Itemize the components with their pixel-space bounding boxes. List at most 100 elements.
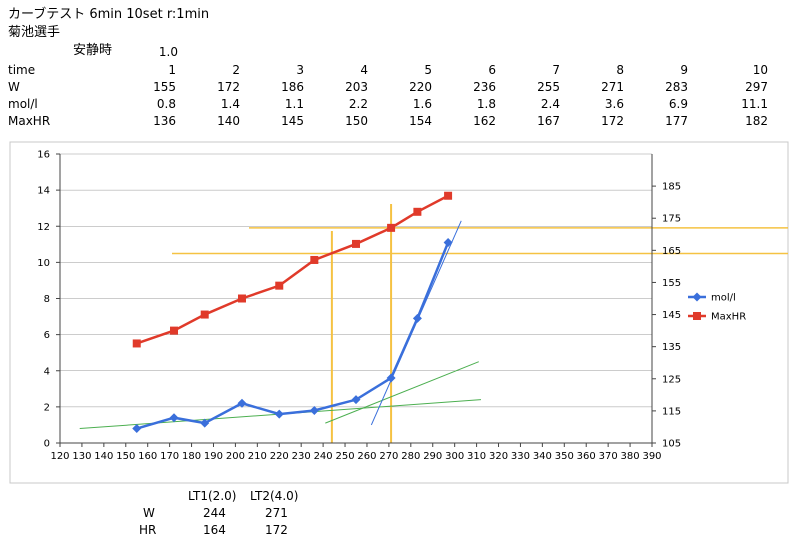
table-cell: 9 — [680, 63, 688, 77]
summary-cell: 164 — [203, 523, 226, 537]
table-cell: 172 — [217, 80, 240, 94]
data-point-mol — [274, 409, 284, 419]
tick-labels: 0 2 4 6 8 10 12 14 16 105 115 125 135 145 155 165 175 185… — [37, 150, 681, 463]
table-cell: 140 — [217, 114, 240, 128]
table-cell: 186 — [281, 80, 304, 94]
table-cell: 1.4 — [220, 97, 240, 111]
trend-line — [325, 361, 479, 424]
data-point-maxhr — [170, 326, 179, 335]
table-cell: 177 — [665, 114, 688, 128]
table-cell: 236 — [473, 80, 496, 94]
table-cell: 182 — [745, 114, 768, 128]
x-tick-label: 260 — [357, 451, 376, 462]
row-label: W — [8, 80, 20, 94]
x-tick-label: 130 — [72, 451, 91, 462]
y-tick-label: 8 — [44, 294, 50, 305]
table-cell: 0.8 — [156, 97, 176, 111]
x-tick-label: 310 — [467, 451, 486, 462]
y2-tick-label: 105 — [662, 439, 681, 450]
data-point-mol — [412, 313, 422, 323]
table-cell: 3 — [296, 63, 304, 77]
row-label: mol/l — [8, 97, 38, 111]
y2-tick-label: 165 — [662, 246, 681, 257]
table-cell: 4 — [360, 63, 368, 77]
table-cell: 155 — [153, 80, 176, 94]
chart-border — [9, 141, 789, 484]
gridlines — [56, 153, 656, 447]
table-cell: 6.9 — [668, 97, 688, 111]
x-tick-label: 180 — [182, 451, 201, 462]
x-tick-label: 140 — [94, 451, 113, 462]
data-point-mol — [200, 418, 210, 428]
data-point-maxhr — [200, 310, 209, 319]
table-cell: 1.6 — [412, 97, 432, 111]
data-series — [132, 191, 453, 434]
y2-tick-label: 115 — [662, 406, 681, 417]
y2-tick-label: 175 — [662, 214, 681, 225]
table-cell: 167 — [537, 114, 560, 128]
data-point-mol — [309, 405, 319, 415]
y2-tick-label: 155 — [662, 278, 681, 289]
x-tick-label: 360 — [577, 451, 596, 462]
table-cell: 1 — [168, 63, 176, 77]
data-point-maxhr — [237, 294, 246, 303]
table-cell: 145 — [281, 114, 304, 128]
table-cell: 11.1 — [741, 97, 768, 111]
summary-cell: 244 — [203, 506, 226, 520]
data-point-mol — [443, 238, 453, 248]
table-cell: 150 — [345, 114, 368, 128]
legend-marker — [693, 312, 701, 320]
x-tick-label: 210 — [248, 451, 267, 462]
legend-label: MaxHR — [711, 312, 746, 323]
x-tick-label: 150 — [116, 451, 135, 462]
rest-value: 1.0 — [158, 45, 178, 59]
axes — [59, 154, 653, 444]
data-point-mol — [132, 424, 142, 434]
table-cell: 255 — [537, 80, 560, 94]
table-cell: 2.4 — [540, 97, 560, 111]
data-point-mol — [237, 398, 247, 408]
y-tick-label: 6 — [44, 330, 50, 341]
x-tick-label: 330 — [511, 451, 530, 462]
legend: mol/l MaxHR — [688, 292, 746, 323]
y-tick-label: 14 — [37, 186, 50, 197]
y2-tick-label: 135 — [662, 342, 681, 353]
x-tick-label: 280 — [401, 451, 420, 462]
table-cell: 8 — [616, 63, 624, 77]
data-point-maxhr — [413, 207, 422, 216]
x-tick-label: 200 — [226, 451, 245, 462]
reference-lines — [172, 204, 788, 443]
y2-tick-label: 185 — [662, 182, 681, 193]
y2-tick-label: 125 — [662, 374, 681, 385]
table-cell: 172 — [601, 114, 624, 128]
data-point-maxhr — [132, 339, 141, 348]
y-tick-label: 12 — [37, 222, 50, 233]
series-line-maxhr — [136, 194, 449, 345]
summary-cell: 172 — [265, 523, 288, 537]
x-tick-label: 160 — [138, 451, 157, 462]
table-cell: 1.8 — [476, 97, 496, 111]
y-tick-label: 2 — [44, 402, 50, 413]
summary-cell: 271 — [265, 506, 288, 520]
x-tick-label: 370 — [599, 451, 618, 462]
x-tick-label: 390 — [642, 451, 661, 462]
data-point-mol — [351, 395, 361, 405]
data-point-maxhr — [387, 223, 396, 232]
y2-tick-label: 145 — [662, 310, 681, 321]
table-cell: 154 — [409, 114, 432, 128]
data-point-mol — [169, 413, 179, 423]
legend-label: mol/l — [711, 293, 736, 304]
y-tick-label: 10 — [37, 258, 50, 269]
table-cell: 203 — [345, 80, 368, 94]
table-cell: 5 — [424, 63, 432, 77]
x-tick-label: 290 — [423, 451, 442, 462]
table-cell: 283 — [665, 80, 688, 94]
table-cell: 3.6 — [604, 97, 624, 111]
x-tick-label: 190 — [204, 451, 223, 462]
page-title: カーブテスト 6min 10set r:1min — [8, 7, 210, 22]
data-point-mol — [386, 373, 396, 383]
x-tick-label: 270 — [379, 451, 398, 462]
x-tick-label: 350 — [555, 451, 574, 462]
y-tick-label: 0 — [44, 439, 50, 450]
